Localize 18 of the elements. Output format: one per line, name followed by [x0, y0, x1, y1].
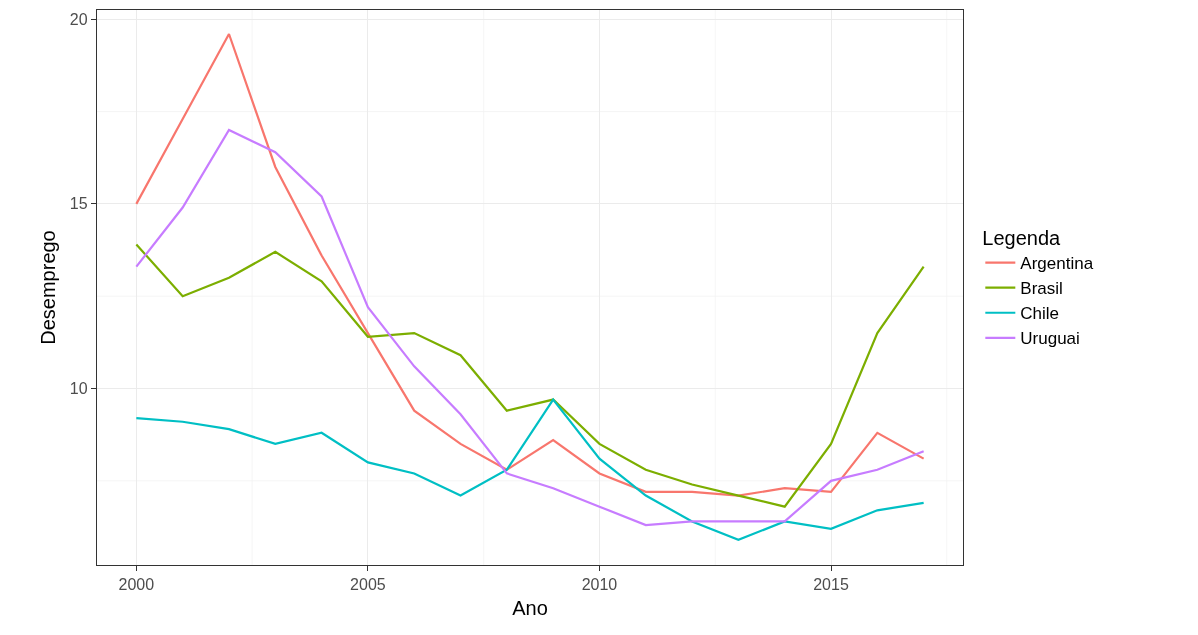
legend-title: Legenda	[982, 227, 1062, 249]
y-tick-label: 15	[69, 195, 88, 213]
x-tick-label: 2010	[581, 576, 618, 594]
legend-label: Argentina	[1020, 254, 1094, 274]
y-tick-label: 10	[69, 380, 88, 398]
line-series	[135, 398, 925, 541]
line-series	[135, 128, 925, 527]
y-tick-label: 20	[69, 10, 88, 28]
legend-label: Uruguai	[1020, 329, 1080, 349]
line-series	[135, 243, 925, 508]
legend-label: Chile	[1020, 304, 1060, 324]
x-axis-title: Ano	[512, 596, 548, 619]
x-tick-label: 2005	[350, 576, 386, 594]
x-tick-label: 2015	[813, 576, 849, 594]
y-axis-title: Desemprego	[37, 230, 60, 345]
line-series	[135, 32, 925, 497]
legend-label: Brasil	[1020, 279, 1063, 299]
x-tick-label: 2000	[118, 576, 155, 594]
